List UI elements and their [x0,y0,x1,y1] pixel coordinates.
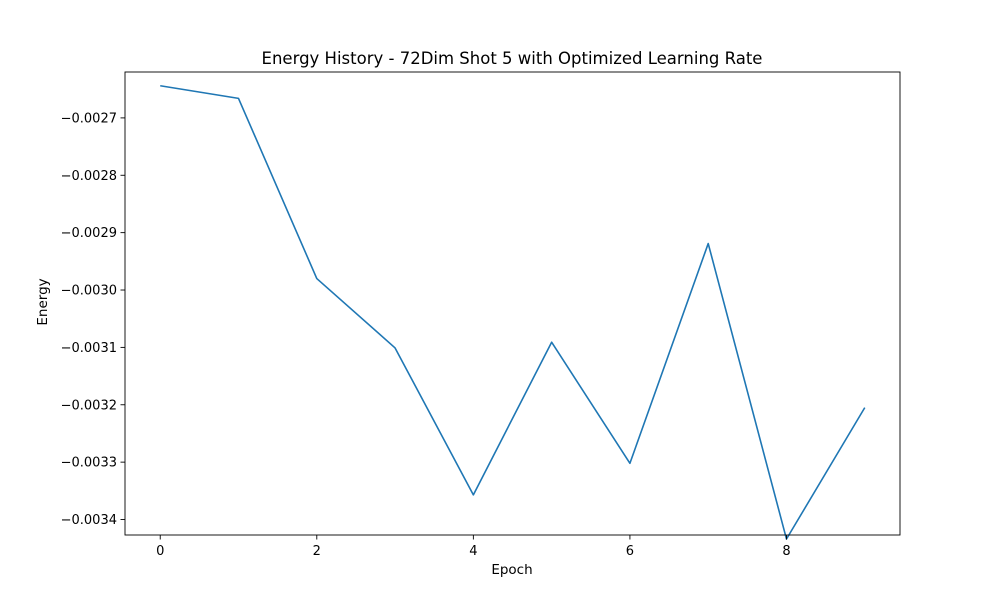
series-line-0 [160,84,866,540]
y-tick-label: −0.0034 [61,513,117,528]
x-tick-label: 0 [156,544,164,559]
plot-area [124,71,901,540]
x-tick-label: 6 [626,544,634,559]
x-tick-label: 2 [313,544,321,559]
y-tick-label: −0.0030 [61,284,117,299]
x-axis-label: Epoch [491,562,532,578]
y-tick-label: −0.0032 [61,398,117,413]
plot-frame [124,71,901,536]
x-tick-label: 8 [782,544,790,559]
chart-title: Energy History - 72Dim Shot 5 with Optim… [262,49,763,68]
y-axis-label: Energy [35,278,51,325]
y-tick-label: −0.0028 [61,169,117,184]
y-tick-label: −0.0033 [61,456,117,471]
x-tick-label: 4 [469,544,477,559]
y-tick-label: −0.0031 [61,341,117,356]
x-axis: 0 2 4 6 8 [156,535,791,559]
y-axis: −0.0027 −0.0028 −0.0029 −0.0030 −0.0031 −0.00… [61,111,125,528]
y-tick-label: −0.0029 [61,226,117,241]
y-tick-label: −0.0027 [61,111,117,126]
